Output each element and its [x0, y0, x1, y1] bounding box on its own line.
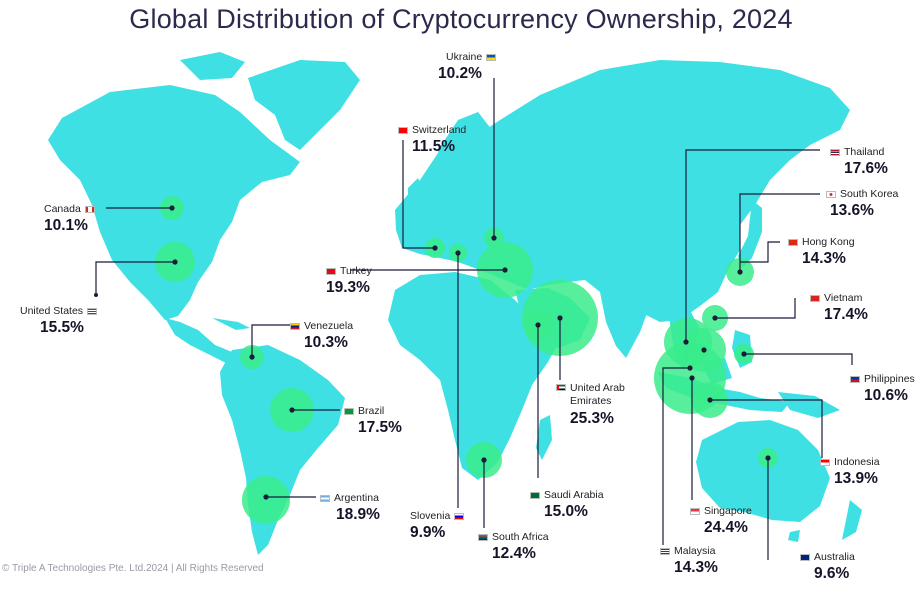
label-philippines: Philippines 10.6% [850, 373, 915, 405]
country-name: Hong Kong [802, 236, 855, 248]
label-slovenia: Slovenia 9.9% [410, 510, 465, 542]
country-name: Turkey [340, 265, 372, 277]
saudi-arabia-flag-icon [530, 491, 540, 499]
label-uae: United Arab Emirates 25.3% [556, 382, 642, 428]
country-value: 10.3% [304, 334, 348, 351]
label-malaysia: Malaysia 14.3% [660, 545, 718, 577]
argentina-flag-icon [320, 494, 330, 502]
label-singapore: Singapore 24.4% [690, 505, 752, 537]
brazil-flag-icon [344, 407, 354, 415]
label-united-states: United States 15.5% [20, 305, 98, 337]
label-south-africa: South Africa 12.4% [478, 531, 549, 563]
label-turkey: Turkey 19.3% [326, 265, 372, 297]
country-value: 15.0% [544, 503, 588, 520]
country-value: 10.1% [44, 217, 88, 234]
country-name: Thailand [844, 146, 885, 158]
country-value: 11.5% [412, 138, 456, 155]
copyright-footer: © Triple A Technologies Pte. Ltd.2024 | … [2, 563, 264, 574]
label-thailand: Thailand 17.6% [830, 146, 888, 178]
leader-lines [95, 78, 853, 560]
hong-kong-flag-icon [788, 238, 798, 246]
country-value: 10.2% [438, 65, 482, 82]
country-name: Argentina [334, 492, 379, 504]
country-name: South Korea [840, 188, 899, 200]
label-saudi-arabia: Saudi Arabia 15.0% [530, 489, 604, 521]
indonesia-flag-icon [820, 458, 830, 466]
country-value: 13.6% [830, 202, 874, 219]
country-name: Philippines [864, 373, 915, 385]
turkey-flag-icon [326, 267, 336, 275]
country-value: 13.9% [834, 470, 878, 487]
country-value: 15.5% [40, 319, 84, 336]
label-vietnam: Vietnam 17.4% [810, 292, 868, 324]
country-value: 17.6% [844, 160, 888, 177]
united-states-flag-icon [87, 307, 98, 315]
switzerland-flag-icon [398, 126, 408, 134]
label-argentina: Argentina 18.9% [320, 492, 380, 524]
canada-flag-icon [84, 205, 95, 213]
country-name: Venezuela [304, 320, 354, 332]
country-name: Singapore [704, 505, 752, 517]
bubble-argentina [242, 476, 290, 524]
label-venezuela: Venezuela 10.3% [290, 320, 353, 352]
slovenia-flag-icon [454, 512, 465, 520]
label-south-korea: South Korea 13.6% [826, 188, 898, 220]
label-hong-kong: Hong Kong 14.3% [788, 236, 855, 268]
country-value: 9.9% [410, 524, 446, 541]
country-name: Indonesia [834, 456, 880, 468]
country-value: 14.3% [674, 559, 718, 576]
country-name: Canada [44, 203, 81, 215]
map-title: Global Distribution of Cryptocurrency Ow… [129, 4, 793, 34]
country-name: Brazil [358, 405, 385, 417]
country-value: 17.4% [824, 306, 868, 323]
label-brazil: Brazil 17.5% [344, 405, 402, 437]
country-name: Switzerland [412, 124, 467, 136]
label-ukraine: Ukraine 10.2% [438, 51, 497, 83]
country-name: Vietnam [824, 292, 863, 304]
country-name: Slovenia [410, 510, 451, 522]
label-canada: Canada 10.1% [44, 203, 95, 235]
country-value: 12.4% [492, 545, 536, 562]
leader-dots [94, 205, 771, 500]
malaysia-flag-icon [660, 547, 670, 555]
south-korea-flag-icon [826, 190, 836, 198]
label-switzerland: Switzerland 11.5% [398, 124, 466, 156]
singapore-flag-icon [690, 507, 700, 515]
venezuela-flag-icon [290, 322, 300, 330]
country-value: 25.3% [570, 410, 614, 427]
label-australia: Australia 9.6% [800, 551, 855, 583]
country-value: 24.4% [704, 519, 748, 536]
label-indonesia: Indonesia 13.9% [820, 456, 880, 488]
south-africa-flag-icon [478, 533, 488, 541]
country-name: Malaysia [674, 545, 716, 557]
ukraine-flag-icon [486, 53, 497, 61]
uae-flag-icon [556, 384, 566, 391]
vietnam-flag-icon [810, 294, 820, 302]
country-name: Ukraine [446, 51, 483, 63]
country-name: United Arab Emirates [570, 382, 625, 407]
country-value: 18.9% [336, 506, 380, 523]
country-value: 10.6% [864, 387, 908, 404]
country-value: 9.6% [814, 565, 850, 582]
country-value: 14.3% [802, 250, 846, 267]
philippines-flag-icon [850, 375, 860, 383]
country-name: United States [20, 305, 84, 317]
australia-flag-icon [800, 553, 810, 561]
thailand-flag-icon [830, 148, 840, 156]
country-value: 17.5% [358, 419, 402, 436]
country-name: South Africa [492, 531, 549, 543]
country-name: Australia [814, 551, 855, 563]
country-value: 19.3% [326, 279, 370, 296]
country-name: Saudi Arabia [544, 489, 604, 501]
